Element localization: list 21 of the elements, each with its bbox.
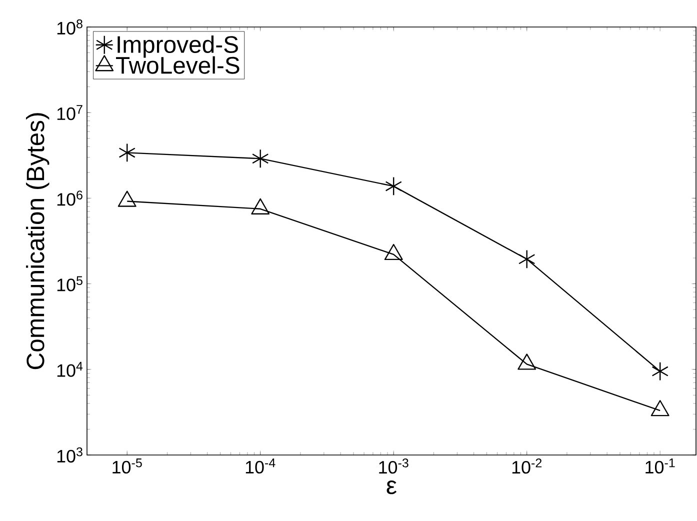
x-axis-title: ε [386,480,397,494]
point [650,400,670,416]
x-tick-label: 10$^{-4}$ [246,458,276,474]
y-tick-label: 10$^{5}$ [57,276,82,292]
x-tick-label: 10$^{-1}$ [646,458,675,474]
point [252,149,269,168]
y-tick-label: 10$^{7}$ [57,105,82,120]
point [385,176,402,196]
point [518,250,536,269]
x-tick-label: 10$^{-3}$ [379,458,408,474]
y-tick-label: 10$^{6}$ [57,190,82,206]
y-tick-label: 10$^{3}$ [57,447,82,463]
point [518,354,536,370]
point [118,143,136,162]
legend-label: Improved-S [118,35,238,58]
x-tick-label: 10$^{-5}$ [112,458,142,474]
y-axis-title: Communication (Bytes) [26,113,50,370]
y-tick-label: 10$^{4}$ [57,362,83,377]
y-tick-label: 10$^{8}$ [57,19,82,35]
x-tick-label: 10$^{-2}$ [512,458,542,474]
legend-label: TwoLevel-S [116,56,240,74]
